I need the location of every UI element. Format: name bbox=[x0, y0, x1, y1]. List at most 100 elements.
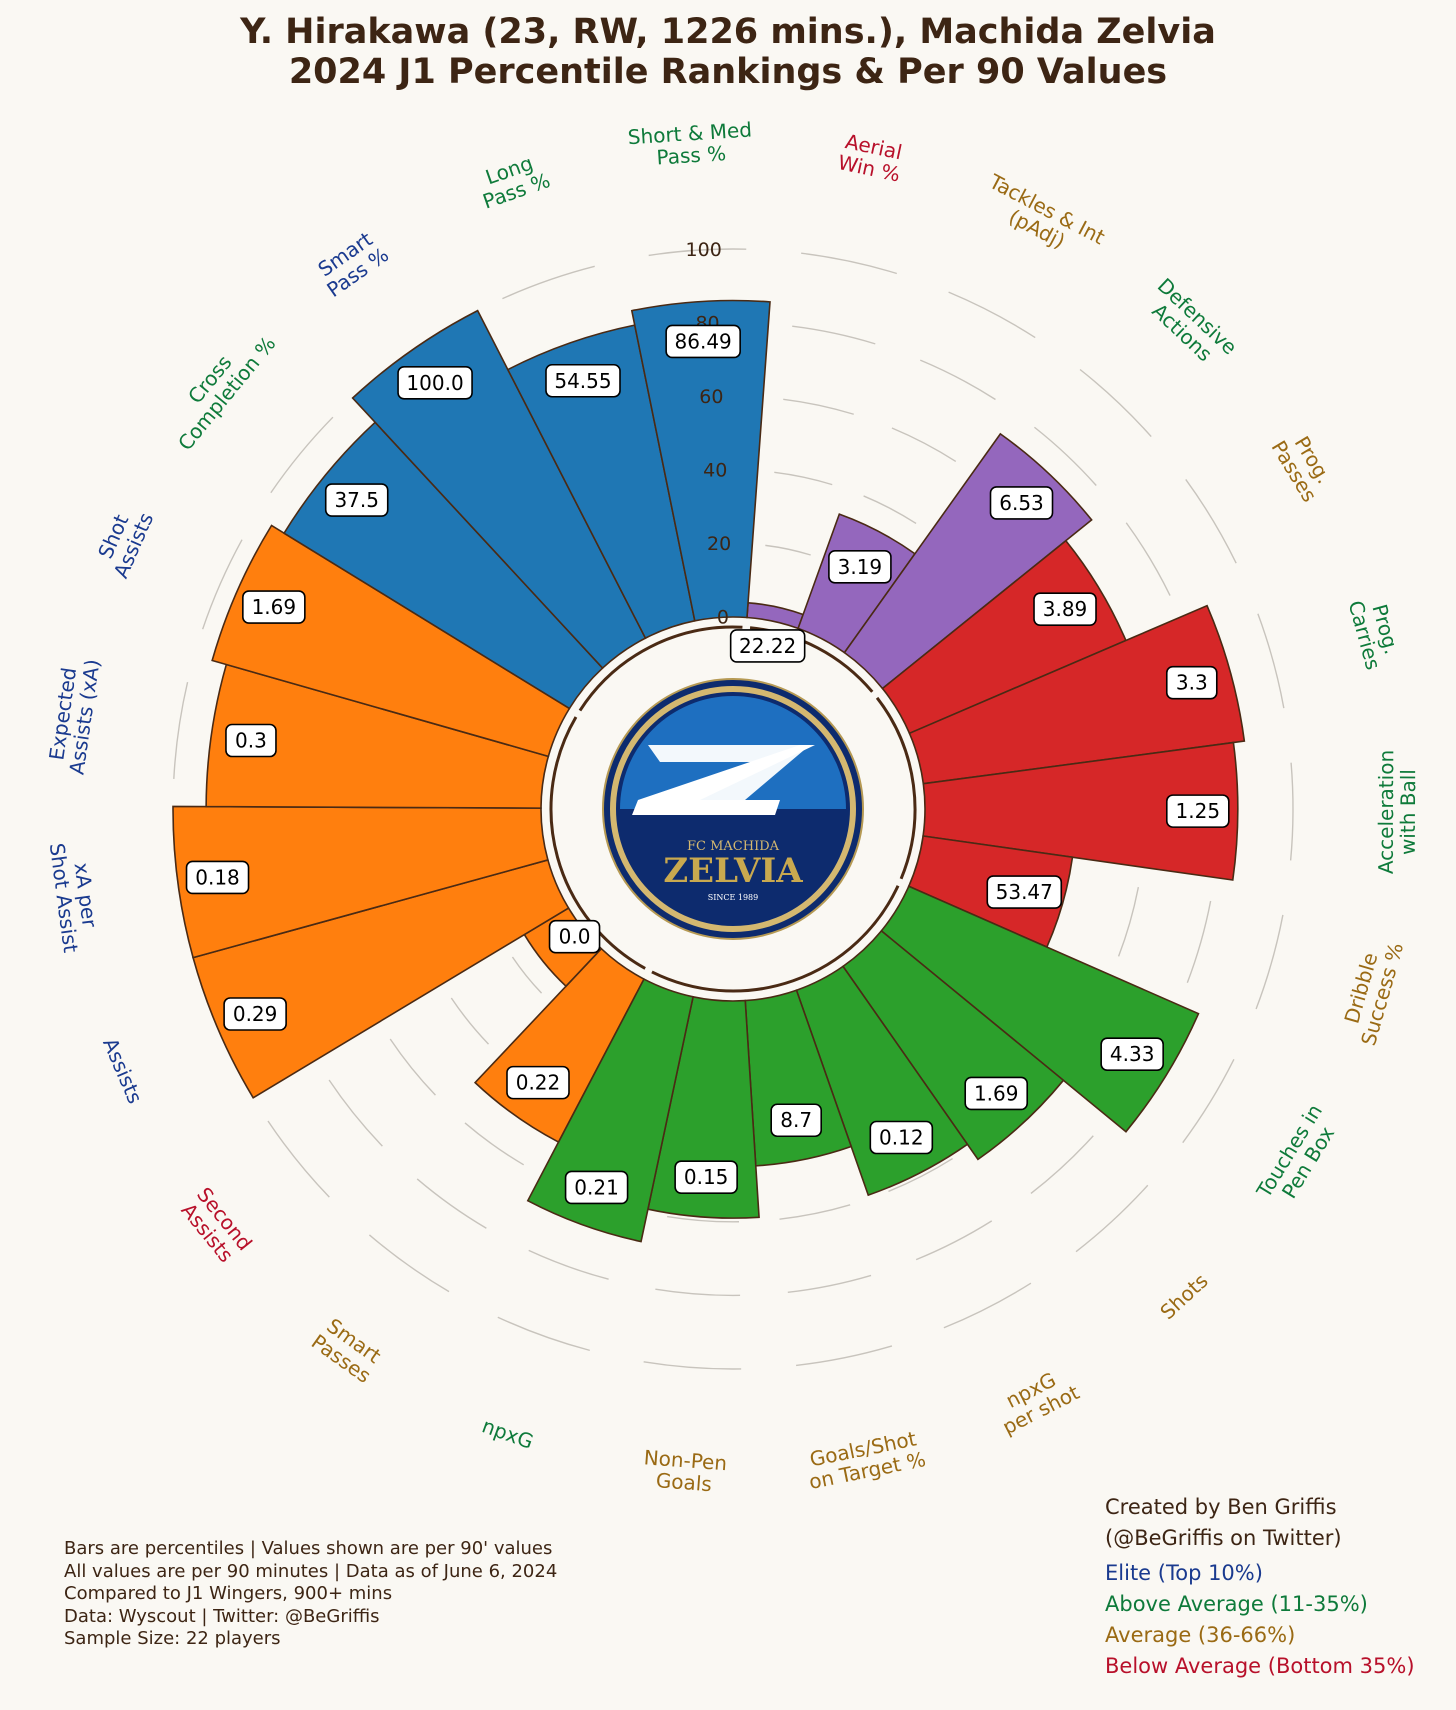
chart-title-line2: 2024 J1 Percentile Rankings & Per 90 Val… bbox=[288, 52, 1168, 92]
value-label: 0.22 bbox=[506, 1065, 570, 1100]
bar-long-pass- bbox=[506, 324, 696, 640]
svg-text:22.22: 22.22 bbox=[739, 634, 796, 658]
svg-text:8.7: 8.7 bbox=[780, 1108, 812, 1132]
bar-assists bbox=[192, 858, 570, 1099]
value-label: 4.33 bbox=[1100, 1037, 1164, 1072]
logo-text-top: FC MACHIDA bbox=[687, 839, 780, 854]
footnotes: Bars are percentiles | Values shown are … bbox=[64, 1538, 557, 1651]
category-label: Goals/Shoton Target % bbox=[802, 1425, 927, 1494]
radial-tick-label: 60 bbox=[699, 386, 723, 408]
logo-text-since: SINCE 1989 bbox=[708, 893, 759, 902]
grid-arc bbox=[497, 1316, 590, 1352]
value-label: 3.89 bbox=[1033, 592, 1097, 626]
grid-arc bbox=[919, 359, 996, 401]
grid-arc bbox=[667, 1215, 740, 1223]
svg-text:0.18: 0.18 bbox=[195, 865, 240, 889]
bar-shot-assists bbox=[211, 524, 571, 758]
radial-tick-label: 40 bbox=[703, 459, 727, 481]
group-separator-arc bbox=[549, 716, 646, 970]
category-label: Touches inPen Box bbox=[1251, 1100, 1346, 1214]
bar-prog-carries bbox=[908, 604, 1246, 785]
svg-text:37.5: 37.5 bbox=[334, 488, 379, 512]
category-label: DribbleSuccess % bbox=[1335, 934, 1408, 1048]
category-label: ExpectedAssists (xA) bbox=[43, 655, 105, 777]
bar-acceleration-with-ball bbox=[922, 741, 1239, 881]
grid-arc bbox=[783, 398, 854, 415]
grid-arc bbox=[416, 1178, 487, 1229]
grid-arc bbox=[1185, 479, 1237, 564]
grid-arc bbox=[389, 1038, 436, 1096]
category-label: DefensiveActions bbox=[1138, 273, 1242, 375]
category-label: npxG bbox=[479, 1413, 537, 1453]
value-label: 0.29 bbox=[223, 997, 287, 1031]
grid-arc bbox=[796, 1345, 893, 1367]
svg-text:100.0: 100.0 bbox=[406, 371, 463, 395]
value-label: 3.3 bbox=[1165, 665, 1218, 700]
svg-text:0.12: 0.12 bbox=[879, 1126, 924, 1150]
grid-arc bbox=[511, 956, 543, 994]
value-label: 0.3 bbox=[225, 723, 277, 758]
grid-arc bbox=[1033, 426, 1097, 486]
category-label: Non-PenGoals bbox=[641, 1445, 728, 1497]
value-label: 0.0 bbox=[548, 919, 601, 954]
category-label: AerialWin % bbox=[836, 129, 907, 187]
grid-arc bbox=[1289, 762, 1294, 861]
value-label: 54.55 bbox=[545, 363, 621, 398]
radial-tick-label: 0 bbox=[717, 606, 729, 628]
svg-text:0.21: 0.21 bbox=[574, 1175, 619, 1199]
grid-arc bbox=[368, 1234, 450, 1293]
grid-arc bbox=[655, 1288, 741, 1297]
bar-smart-pass- bbox=[351, 309, 647, 670]
legend-average: Average (36-66%) bbox=[1105, 1623, 1296, 1647]
footnote-line: Bars are percentiles | Values shown are … bbox=[64, 1538, 553, 1559]
legend-below-average: Below Average (Bottom 35%) bbox=[1105, 1654, 1415, 1678]
credit-line: Created by Ben Griffis bbox=[1105, 1495, 1337, 1519]
grid-arc bbox=[863, 495, 917, 525]
grid-arc bbox=[643, 1361, 742, 1370]
category-label: ShotAssists bbox=[88, 500, 158, 581]
grid-arc bbox=[270, 416, 334, 494]
group-separator-arc bbox=[651, 885, 900, 993]
grid-arc bbox=[1079, 368, 1152, 438]
value-label: 1.69 bbox=[964, 1076, 1029, 1111]
svg-text:0.15: 0.15 bbox=[684, 1165, 729, 1189]
value-label: 1.25 bbox=[1165, 794, 1230, 828]
grid-arc bbox=[328, 1079, 383, 1147]
value-label: 8.7 bbox=[770, 1103, 823, 1138]
grid-arc bbox=[779, 1204, 851, 1220]
value-label: 3.19 bbox=[828, 549, 892, 584]
category-label: SmartPasses bbox=[307, 1312, 388, 1388]
legend-elite: Elite (Top 10%) bbox=[1105, 1561, 1263, 1585]
svg-text:0.0: 0.0 bbox=[559, 925, 591, 949]
grid-arc bbox=[648, 248, 747, 257]
grid-arc bbox=[915, 1220, 993, 1261]
credit-line: (@BeGriffis on Twitter) bbox=[1105, 1526, 1342, 1550]
value-label: 0.18 bbox=[185, 860, 250, 895]
category-label: Assists bbox=[98, 1034, 147, 1107]
svg-text:0.22: 0.22 bbox=[516, 1071, 561, 1095]
value-label: 0.21 bbox=[564, 1170, 629, 1205]
category-label: CrossCompletion % bbox=[156, 318, 280, 455]
grid-arc bbox=[943, 1282, 1032, 1329]
category-label: SecondAssists bbox=[175, 1183, 257, 1269]
bar-expected-assists-xa- bbox=[205, 663, 550, 809]
club-logo: FC MACHIDA ZELVIA SINCE 1989 bbox=[602, 678, 864, 940]
grid-arc bbox=[450, 997, 490, 1045]
category-label: Short & MedPass % bbox=[627, 117, 754, 171]
svg-text:1.25: 1.25 bbox=[1176, 799, 1221, 823]
category-label: Tackles & Int(pAdj) bbox=[974, 169, 1109, 269]
logo-text-main: ZELVIA bbox=[663, 851, 803, 891]
grid-arc bbox=[528, 1249, 609, 1280]
category-label: npxGper shot bbox=[988, 1361, 1083, 1440]
svg-text:1.69: 1.69 bbox=[252, 595, 297, 619]
footnote-line: All values are per 90 minutes | Data as … bbox=[64, 1560, 558, 1582]
value-label: 1.69 bbox=[242, 590, 306, 624]
grid-arc bbox=[1255, 914, 1284, 1010]
grid-arc bbox=[1186, 900, 1212, 983]
grid-arc bbox=[464, 1122, 525, 1166]
svg-text:4.33: 4.33 bbox=[1110, 1042, 1155, 1066]
category-label: Shots bbox=[1155, 1269, 1212, 1325]
value-label: 0.12 bbox=[869, 1120, 934, 1155]
svg-text:0.29: 0.29 bbox=[233, 1002, 278, 1026]
grid-arc bbox=[888, 1157, 953, 1193]
